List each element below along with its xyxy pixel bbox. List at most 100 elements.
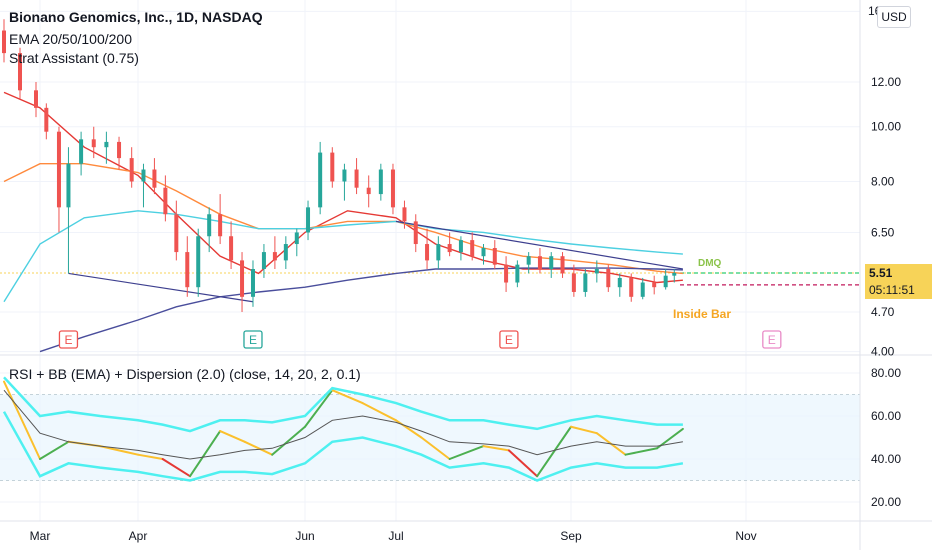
candle-body xyxy=(152,169,157,188)
candle-body xyxy=(492,248,497,265)
earnings-marker xyxy=(58,330,79,349)
candle-body xyxy=(141,169,146,182)
ema-line-200 xyxy=(39,267,683,353)
candle-body xyxy=(330,152,335,182)
bb-upper-line xyxy=(3,376,683,433)
candle-body xyxy=(571,273,576,292)
candle-body xyxy=(458,240,463,253)
earnings-marker xyxy=(762,330,782,349)
candle-body xyxy=(425,244,430,261)
rsi-line xyxy=(624,447,659,456)
candle-body xyxy=(390,169,395,208)
candle-body xyxy=(515,264,520,283)
ema-line-100 xyxy=(3,210,683,303)
rsi-line xyxy=(536,425,572,478)
candle-body xyxy=(560,256,565,274)
ema-line-20 xyxy=(3,91,683,284)
candle-body xyxy=(617,277,622,288)
candle-body xyxy=(229,236,234,261)
candle-body xyxy=(117,141,122,159)
candle-body xyxy=(318,152,323,208)
rsi-line xyxy=(3,380,41,460)
candle-body xyxy=(470,240,475,257)
rsi-line xyxy=(137,453,164,460)
time-tick-label: Jul xyxy=(388,529,403,543)
candle-body xyxy=(56,131,61,208)
time-tick-label: Jun xyxy=(295,529,314,543)
candle-body xyxy=(250,269,255,297)
candle-body xyxy=(672,272,677,276)
time-tick-label: Nov xyxy=(735,529,756,543)
price-tick-label: 6.50 xyxy=(871,225,895,239)
candle-body xyxy=(549,256,554,270)
rsi-line xyxy=(448,445,485,460)
price-tick-label: 10.00 xyxy=(871,120,901,134)
symbol-title[interactable]: Bionano Genomics, Inc., 1D, NASDAQ xyxy=(9,9,263,25)
candle-body xyxy=(2,30,6,54)
earnings-label: E xyxy=(505,333,513,347)
candle-body xyxy=(66,163,71,208)
time-tick-label: Mar xyxy=(30,529,51,543)
rsi-line xyxy=(482,445,510,452)
candle-body xyxy=(129,158,134,182)
candle-body xyxy=(196,236,201,288)
ema-legend[interactable]: EMA 20/50/100/200 xyxy=(9,31,132,47)
price-tick-label: 4.70 xyxy=(871,305,895,319)
rsi-tick-label: 40.00 xyxy=(871,452,901,466)
rsi-line xyxy=(161,458,192,478)
price-tick-label: 12.00 xyxy=(871,75,901,89)
rsi-line xyxy=(420,436,451,460)
rsi-ema-line xyxy=(3,389,683,460)
candle-body xyxy=(91,139,96,148)
rsi-line xyxy=(243,440,274,456)
rsi-tick-label: 60.00 xyxy=(871,409,901,423)
strat-legend[interactable]: Strat Assistant (0.75) xyxy=(9,50,139,66)
rsi-line xyxy=(361,402,397,422)
candle-body xyxy=(537,256,542,270)
candle-body xyxy=(18,53,22,91)
candle-body xyxy=(207,214,212,237)
candle-body xyxy=(436,244,441,261)
strat-label: DMQ xyxy=(698,258,722,269)
earnings-label: E xyxy=(64,333,72,347)
rsi-legend[interactable]: RSI + BB (EMA) + Dispersion (2.0) (close… xyxy=(9,366,361,382)
rsi-line xyxy=(304,389,334,428)
bb-lower-line xyxy=(2,411,684,482)
candle-body xyxy=(185,252,190,288)
rsi-line xyxy=(507,449,539,478)
currency-badge[interactable]: USD xyxy=(877,6,911,28)
candle-body xyxy=(640,282,645,297)
countdown-tag: 05:11:51 xyxy=(865,281,932,299)
rsi-line xyxy=(331,389,364,405)
candle-body xyxy=(447,244,452,253)
last-price-tag: 5.51 xyxy=(865,264,932,282)
candle-body xyxy=(629,277,634,297)
rsi-tick-label: 80.00 xyxy=(871,366,901,380)
candle-body xyxy=(583,273,588,292)
event-markers: E E E E Inside Bar DMQ xyxy=(58,258,782,349)
rsi-line xyxy=(189,430,222,478)
candle-body xyxy=(652,282,657,288)
candle-body xyxy=(306,207,311,233)
candle-body xyxy=(366,187,371,195)
rsi-line xyxy=(271,425,306,456)
rsi-line xyxy=(570,425,598,435)
rsi-pane[interactable] xyxy=(2,376,684,482)
candle-body xyxy=(481,248,486,257)
rsi-band-zone xyxy=(0,394,860,481)
price-pane[interactable] xyxy=(0,19,860,353)
candle-body xyxy=(104,141,109,148)
candle-body xyxy=(261,252,266,270)
candle-body xyxy=(342,169,347,182)
earnings-marker xyxy=(499,330,519,349)
candle-body xyxy=(606,269,611,288)
candle-body xyxy=(526,256,531,265)
candle-body xyxy=(594,269,599,274)
ema-line-50 xyxy=(3,162,683,275)
time-tick-label: Sep xyxy=(560,529,582,543)
candle-body xyxy=(378,169,383,195)
candle-body xyxy=(504,264,509,283)
rsi-line xyxy=(395,419,423,439)
candle-body xyxy=(240,260,245,297)
